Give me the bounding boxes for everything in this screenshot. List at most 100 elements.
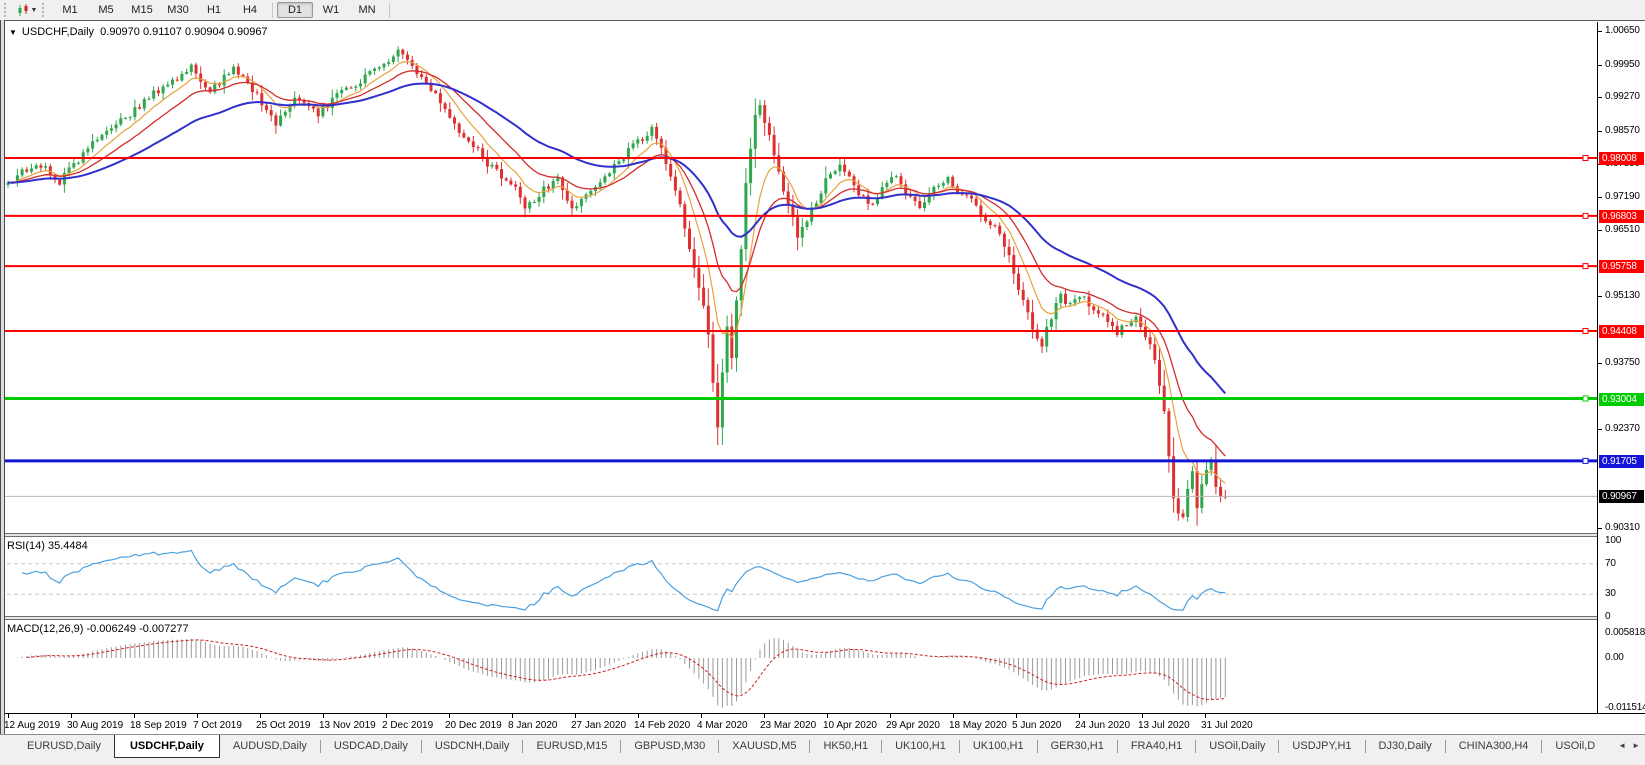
tab-scroll-left-icon[interactable]: ◄ xyxy=(1618,741,1627,750)
candle-body xyxy=(396,49,400,57)
chart-tab-usdjpy-h1[interactable]: USDJPY,H1 xyxy=(1292,740,1352,752)
timeframe-button-m15[interactable]: M15 xyxy=(131,4,153,16)
date-tick xyxy=(953,714,954,718)
candle-body xyxy=(641,139,644,141)
rsi-panel[interactable]: RSI(14) 35.4484 xyxy=(0,537,1597,616)
chart-tab-usoil-daily[interactable]: USOil,Daily xyxy=(1209,740,1266,752)
panel-splitter-rsi[interactable] xyxy=(0,533,1597,537)
chart-tab-audusd-daily[interactable]: AUDUSD,Daily xyxy=(232,740,307,752)
candle-body xyxy=(1148,337,1152,345)
level-handle[interactable] xyxy=(1582,328,1589,334)
rsi-canvas[interactable] xyxy=(0,537,1597,616)
price-tick xyxy=(1598,230,1602,231)
candle-body xyxy=(354,86,358,88)
title-dropdown-icon[interactable]: ▼ xyxy=(9,27,17,37)
candle-body xyxy=(222,74,226,86)
candle-body xyxy=(363,74,367,84)
level-handle[interactable] xyxy=(1582,155,1589,161)
candle-body xyxy=(1176,498,1180,514)
candle-body xyxy=(203,81,207,88)
candle-body xyxy=(283,111,287,116)
candle-body xyxy=(6,182,10,185)
candle-body xyxy=(697,268,701,288)
price-axis[interactable]: 1.006500.999500.992700.985700.978900.971… xyxy=(1597,22,1645,713)
chart-tab-uk100-h1[interactable]: UK100,H1 xyxy=(895,740,946,752)
main-chart-panel[interactable]: ▼ USDCHF,Daily 0.90970 0.91107 0.90904 0… xyxy=(0,22,1597,533)
chart-tab-gbpusd-m30[interactable]: GBPUSD,M30 xyxy=(634,740,706,752)
timeframe-button-m5[interactable]: M5 xyxy=(98,4,114,16)
candle-body xyxy=(763,105,767,123)
level-handle[interactable] xyxy=(1582,263,1589,270)
candle-body xyxy=(274,115,278,126)
candle-body xyxy=(829,173,832,179)
rsi-scale-label: 100 xyxy=(1605,535,1622,546)
current-price-badge: 0.90967 xyxy=(1599,490,1644,503)
candle-body xyxy=(171,79,174,85)
chart-tab-hk50-h1[interactable]: HK50,H1 xyxy=(823,740,869,752)
level-handle[interactable] xyxy=(1582,457,1589,464)
level-handle[interactable] xyxy=(1582,212,1589,219)
timeframe-button-h4[interactable]: H4 xyxy=(242,4,258,16)
date-axis[interactable]: 12 Aug 2019 30 Aug 2019 18 Sep 2019 7 Oct 2… xyxy=(0,713,1645,734)
timeframe-button-w1[interactable]: W1 xyxy=(322,4,340,16)
timeframe-button-m1[interactable]: M1 xyxy=(62,4,78,16)
price-chart-canvas[interactable] xyxy=(0,22,1597,533)
tab-scroll-right-icon[interactable]: ► xyxy=(1632,741,1640,750)
timeframe-button-m30[interactable]: M30 xyxy=(167,4,189,16)
chart-tab-xauusd-m5[interactable]: XAUUSD,M5 xyxy=(732,740,797,752)
price-tick-label: 0.97190 xyxy=(1605,191,1640,202)
candle-body xyxy=(514,184,518,187)
chart-tab-china300-h4[interactable]: CHINA300,H4 xyxy=(1458,740,1529,752)
macd-canvas[interactable] xyxy=(0,620,1597,713)
rsi-scale-label: 30 xyxy=(1605,588,1616,599)
candle-body xyxy=(1186,488,1190,518)
candle-body xyxy=(772,134,776,156)
panel-splitter-macd[interactable] xyxy=(0,616,1597,620)
candle-body xyxy=(1205,469,1208,485)
date-tick xyxy=(71,714,72,718)
date-tick xyxy=(1142,714,1143,718)
macd-scale-label: -0.011514 xyxy=(1605,702,1645,713)
chart-type-button[interactable]: ▼ xyxy=(14,2,40,19)
candle-body xyxy=(767,122,771,135)
chart-tab-dj30-daily[interactable]: DJ30,Daily xyxy=(1378,740,1432,752)
candle-body xyxy=(810,207,814,222)
candle-body xyxy=(495,164,499,170)
candle-body xyxy=(791,204,795,218)
candle-body xyxy=(551,181,555,189)
candle-body xyxy=(189,64,193,72)
candle-body xyxy=(1026,300,1030,313)
chart-tab-fra40-h1[interactable]: FRA40,H1 xyxy=(1130,740,1183,752)
date-label: 29 Apr 2020 xyxy=(886,720,940,731)
chart-tab-usdcnh-daily[interactable]: USDCNH,Daily xyxy=(434,740,510,752)
chart-tab-usdchf-daily[interactable]: USDCHF,Daily xyxy=(113,735,220,758)
candle-body xyxy=(124,117,127,119)
rsi-scale-label: 0 xyxy=(1605,611,1611,622)
tab-scroll-buttons: ◄ ► xyxy=(1618,740,1640,752)
level-handle[interactable] xyxy=(1582,395,1589,402)
candle-body xyxy=(899,176,903,185)
macd-panel[interactable]: MACD(12,26,9) -0.006249 -0.007277 xyxy=(0,620,1597,713)
candle-body xyxy=(876,197,879,204)
tab-separator xyxy=(522,740,524,753)
chart-tab-eurusd-daily[interactable]: EURUSD,Daily xyxy=(27,740,101,752)
candle-body xyxy=(95,139,99,142)
candle-body xyxy=(387,62,391,64)
candle-body xyxy=(236,66,240,75)
timeframe-button-h1[interactable]: H1 xyxy=(206,4,222,16)
candle-body xyxy=(1007,246,1011,256)
candle-body xyxy=(448,109,452,118)
chart-tab-ger30-h1[interactable]: GER30,H1 xyxy=(1050,740,1104,752)
chart-tab-usdcad-daily[interactable]: USDCAD,Daily xyxy=(333,740,408,752)
candle-body xyxy=(725,326,729,373)
date-tick xyxy=(449,714,450,718)
chart-tab-eurusd-m15[interactable]: EURUSD,M15 xyxy=(536,740,608,752)
chart-tab-uk100-h1[interactable]: UK100,H1 xyxy=(972,740,1024,752)
timeframe-button-d1[interactable]: D1 xyxy=(277,2,313,18)
chart-tab-usoil-d[interactable]: USOil,D xyxy=(1555,740,1596,752)
candle-body xyxy=(1078,297,1082,300)
candle-body xyxy=(255,92,259,94)
timeframe-button-mn[interactable]: MN xyxy=(358,4,376,16)
candle-body xyxy=(335,93,339,98)
candle-body xyxy=(67,167,71,173)
